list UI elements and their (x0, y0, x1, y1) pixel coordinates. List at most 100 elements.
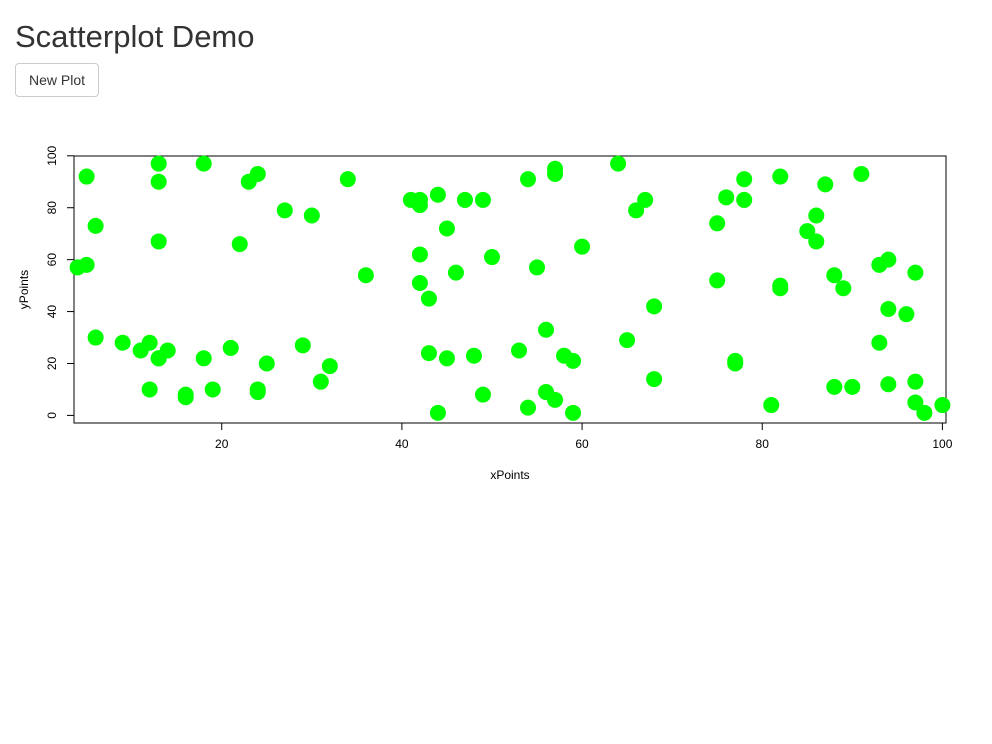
data-point (529, 259, 546, 276)
data-point (114, 334, 131, 351)
data-point (258, 355, 275, 372)
data-point (547, 391, 564, 408)
data-point (87, 329, 104, 346)
x-tick-label: 60 (575, 437, 589, 451)
x-tick-label: 80 (756, 437, 770, 451)
data-point (456, 191, 473, 208)
y-tick-label: 0 (45, 412, 59, 419)
data-point (826, 267, 843, 284)
data-point (709, 272, 726, 289)
data-point (177, 386, 194, 403)
data-point (835, 280, 852, 297)
data-point (447, 264, 464, 281)
y-axis-label: yPoints (17, 270, 31, 309)
data-point (853, 165, 870, 182)
data-point (574, 238, 591, 255)
data-point (357, 267, 374, 284)
data-point (195, 350, 212, 367)
data-point (87, 217, 104, 234)
data-point (565, 352, 582, 369)
data-point (150, 173, 167, 190)
data-point (520, 399, 537, 416)
data-point (907, 373, 924, 390)
data-point (339, 171, 356, 188)
data-point (520, 171, 537, 188)
x-axis: 20 40 60 80 100 (215, 422, 953, 451)
data-points (69, 155, 951, 421)
data-point (78, 256, 95, 273)
data-point (438, 220, 455, 237)
data-point (619, 332, 636, 349)
data-point (249, 384, 266, 401)
data-point (736, 171, 753, 188)
data-point (411, 197, 428, 214)
plot-frame (73, 155, 947, 424)
data-point (141, 381, 158, 398)
scatter-plot: 20 40 60 80 100 0 20 40 60 80 100 xPoints yPoints (0, 120, 992, 500)
data-point (808, 207, 825, 224)
y-axis: 0 20 40 60 80 100 (45, 145, 75, 419)
data-point (898, 306, 915, 323)
data-point (880, 300, 897, 317)
data-point (483, 249, 500, 266)
data-point (511, 342, 528, 359)
data-point (249, 165, 266, 182)
data-point (880, 376, 897, 393)
data-point (429, 186, 446, 203)
data-point (565, 404, 582, 421)
x-tick-label: 20 (215, 437, 229, 451)
data-point (204, 381, 221, 398)
data-point (718, 189, 735, 206)
data-point (195, 155, 212, 172)
data-point (465, 347, 482, 364)
data-point (844, 378, 861, 395)
data-point (916, 404, 933, 421)
data-point (907, 264, 924, 281)
data-point (411, 275, 428, 292)
y-tick-label: 80 (45, 201, 59, 215)
data-point (610, 155, 627, 172)
data-point (438, 350, 455, 367)
data-point (411, 246, 428, 263)
data-point (637, 191, 654, 208)
data-point (159, 342, 176, 359)
data-point (763, 397, 780, 414)
page-title: Scatterplot Demo (15, 19, 255, 54)
data-point (420, 290, 437, 307)
data-point (222, 339, 239, 356)
x-tick-label: 100 (932, 437, 952, 451)
data-point (474, 191, 491, 208)
data-point (646, 371, 663, 388)
data-point (871, 334, 888, 351)
data-point (321, 358, 338, 375)
data-point (150, 233, 167, 250)
data-point (538, 321, 555, 338)
scatter-plot-svg: 20 40 60 80 100 0 20 40 60 80 100 xPoints yPoints (17, 145, 953, 482)
data-point (141, 334, 158, 351)
data-point (150, 155, 167, 172)
y-tick-label: 60 (45, 253, 59, 267)
data-point (474, 386, 491, 403)
x-axis-label: xPoints (490, 468, 529, 482)
data-point (907, 394, 924, 411)
data-point (429, 404, 446, 421)
data-point (772, 280, 789, 297)
data-point (294, 337, 311, 354)
new-plot-button[interactable]: New Plot (15, 63, 100, 97)
x-tick-label: 40 (395, 437, 409, 451)
y-tick-label: 40 (45, 305, 59, 319)
data-point (547, 165, 564, 182)
data-point (628, 202, 645, 219)
data-point (826, 378, 843, 395)
data-point (303, 207, 320, 224)
data-point (799, 223, 816, 240)
data-point (312, 373, 329, 390)
data-point (736, 191, 753, 208)
data-point (808, 233, 825, 250)
y-tick-label: 100 (45, 145, 59, 165)
data-point (420, 345, 437, 362)
data-point (817, 176, 834, 193)
data-point (646, 298, 663, 315)
data-point (231, 236, 248, 253)
data-point (276, 202, 293, 219)
